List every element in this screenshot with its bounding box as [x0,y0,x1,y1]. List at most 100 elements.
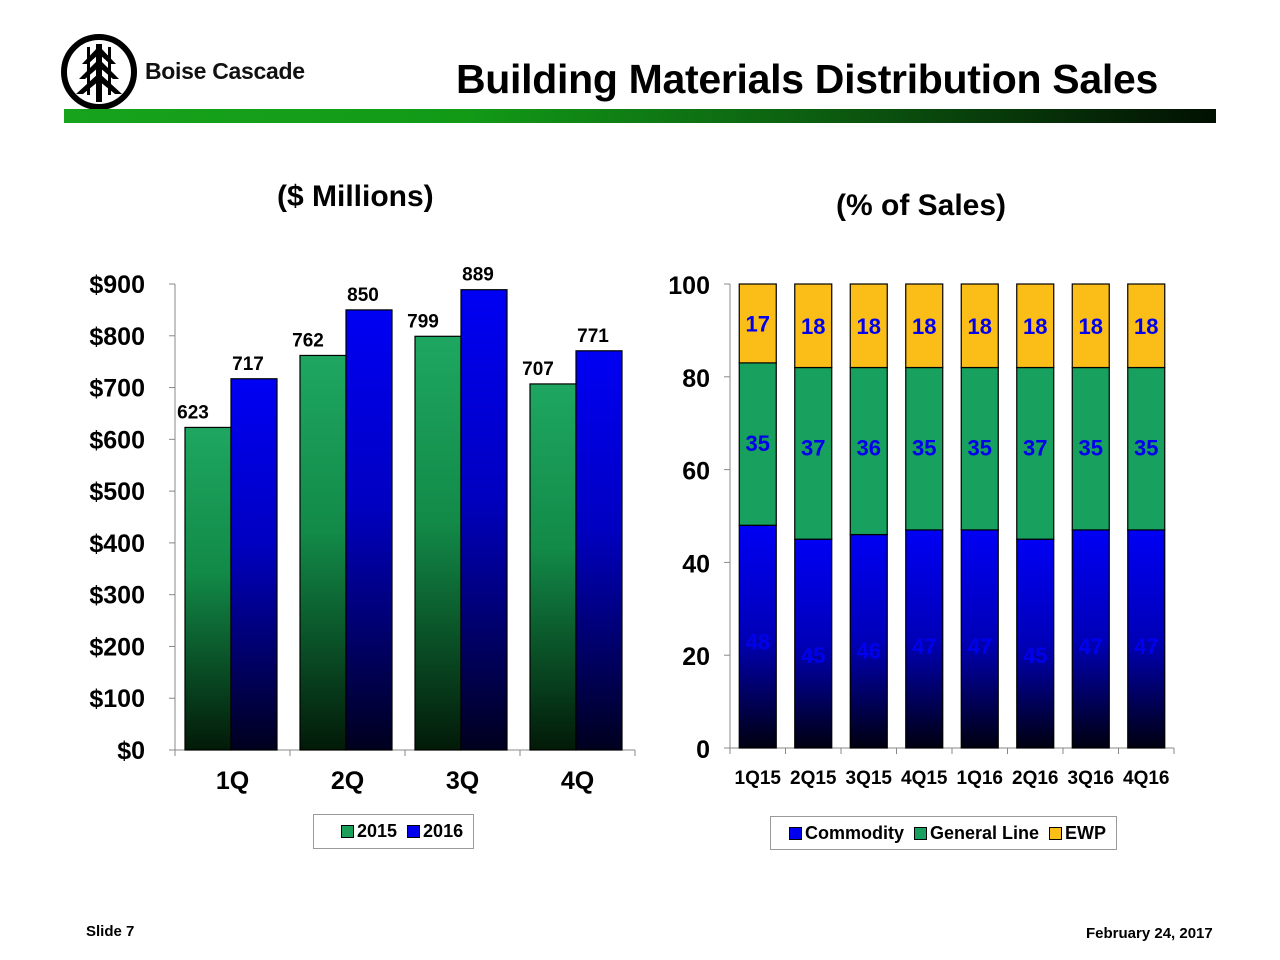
segment-4q16-ewp [1127,283,1166,369]
legend-swatch-general-line [914,826,927,840]
bar-4q-2016 [575,350,623,751]
segment-label-1q15-general-line: 35 [746,431,770,456]
legend-item-2016: 2016 [407,821,463,842]
segment-1q16-ewp [960,283,999,369]
segment-4q15-ewp [905,283,944,369]
bar-3q-2016 [460,289,508,751]
segment-label-1q16-ewp: 18 [968,314,992,339]
segment-2q16-ewp [1016,283,1055,369]
segment-label-3q15-general-line: 36 [857,436,881,461]
legend-swatch-2015 [341,825,354,838]
left-x-tick-label: 2Q [331,767,364,795]
right-x-tick-label: 1Q15 [735,768,782,789]
bar-label-3q-2015: 799 [407,311,439,332]
segment-1q15-commodity [738,524,777,749]
segment-3q16-ewp [1071,283,1110,369]
bar-label-4q-2016: 771 [577,326,609,347]
right-x-tick-label: 2Q15 [790,768,837,789]
legend-swatch-2016 [407,825,421,838]
left-bar-chart: $0 $100 $200 $300 $400 $500 $600 $700 $800 $900 1Q… [89,265,636,795]
segment-4q15-general-line [905,366,944,531]
segment-label-4q15-general-line: 35 [912,436,936,461]
segment-label-4q16-ewp: 18 [1134,314,1158,339]
segment-4q15-commodity [905,529,944,749]
legend-label-2015: 2015 [357,821,398,841]
right-x-tick-label: 4Q16 [1123,768,1169,789]
left-y-tick-label: $100 [89,685,145,713]
slide-date: February 24, 2017 [1086,925,1213,942]
right-y-tick-label: 0 [696,736,710,764]
right-chart-subtitle: (% of Sales) [836,189,1007,222]
segment-label-1q16-commodity: 47 [968,634,992,659]
segment-label-3q16-ewp: 18 [1079,314,1103,339]
right-y-tick-label: 60 [682,458,710,486]
right-x-tick-label: 3Q15 [846,768,893,789]
bar-label-1q-2015: 623 [177,402,209,423]
segment-label-1q15-commodity: 48 [746,629,770,654]
segment-3q16-commodity [1071,529,1110,749]
left-y-tick-label: $0 [117,737,145,765]
bar-1q-2015 [184,426,232,751]
right-stacked-chart: 0 20 40 60 80 100 1Q15 48 35 17 2Q15 45 37 18 3Q15 46 36… [668,272,1175,789]
header-rule [64,109,1216,123]
segment-label-3q16-general-line: 35 [1079,436,1103,461]
segment-label-4q15-ewp: 18 [912,314,936,339]
segment-1q16-commodity [960,529,999,749]
segment-label-2q16-general-line: 37 [1023,436,1047,461]
segment-2q15-commodity [794,538,833,749]
segment-label-1q15-ewp: 17 [746,311,770,336]
segment-1q16-general-line [960,366,999,531]
right-y-tick-label: 20 [682,643,710,671]
segment-2q16-general-line [1016,366,1055,540]
segment-2q15-ewp [794,283,833,369]
bar-2q-2016 [345,309,393,751]
left-x-tick-label: 4Q [561,767,594,795]
segment-label-3q15-ewp: 18 [857,314,881,339]
left-y-tick-label: $800 [89,323,145,351]
segment-3q16-general-line [1071,366,1110,531]
legend-item-commodity: Commodity [789,823,904,844]
page-title: Building Materials Distribution Sales [456,56,1158,102]
left-chart-legend: 2015 2016 [313,814,475,849]
segment-3q15-ewp [849,283,888,369]
left-chart-subtitle: ($ Millions) [277,180,434,213]
left-x-tick-label: 1Q [216,767,249,795]
bar-4q-2015 [529,383,577,751]
right-chart-legend: Commodity General Line EWP [770,816,1118,850]
segment-4q16-commodity [1127,529,1166,749]
right-y-tick-label: 80 [682,365,710,393]
left-y-tick-label: $500 [89,478,145,506]
right-x-tick-label: 3Q16 [1068,768,1114,789]
segment-label-4q15-commodity: 47 [912,634,936,659]
left-y-tick-label: $200 [89,633,145,661]
bar-2q-2015 [299,354,347,751]
left-y-tick-label: $300 [89,582,145,610]
right-x-tick-label: 1Q16 [957,768,1003,789]
bar-label-1q-2016: 717 [232,354,264,375]
segment-label-2q16-commodity: 45 [1023,643,1047,668]
legend-swatch-ewp [1049,826,1063,840]
left-y-tick-label: $700 [89,375,145,403]
segment-label-2q15-commodity: 45 [801,643,825,668]
left-y-tick-label: $400 [89,530,145,558]
bar-label-4q-2015: 707 [522,359,554,380]
boise-cascade-logo [61,34,137,110]
slide-number: Slide 7 [86,923,135,940]
legend-label-commodity: Commodity [805,822,904,843]
left-y-tick-label: $900 [89,271,145,299]
segment-2q16-commodity [1016,538,1055,749]
legend-label-ewp: EWP [1065,822,1107,843]
legend-label-2016: 2016 [423,821,464,841]
segment-label-4q16-general-line: 35 [1134,436,1158,461]
right-y-tick-label: 40 [682,550,710,578]
segment-1q15-ewp [738,283,777,364]
bar-1q-2016 [230,378,278,751]
bar-label-2q-2016: 850 [347,285,379,306]
segment-label-3q15-commodity: 46 [857,639,881,664]
segment-label-2q16-ewp: 18 [1023,314,1047,339]
right-y-tick-label: 100 [668,272,710,300]
segment-label-1q16-general-line: 35 [968,436,992,461]
legend-swatch-commodity [789,826,802,840]
left-y-tick-label: $600 [89,426,145,454]
legend-label-general-line: General Line [930,822,1040,843]
